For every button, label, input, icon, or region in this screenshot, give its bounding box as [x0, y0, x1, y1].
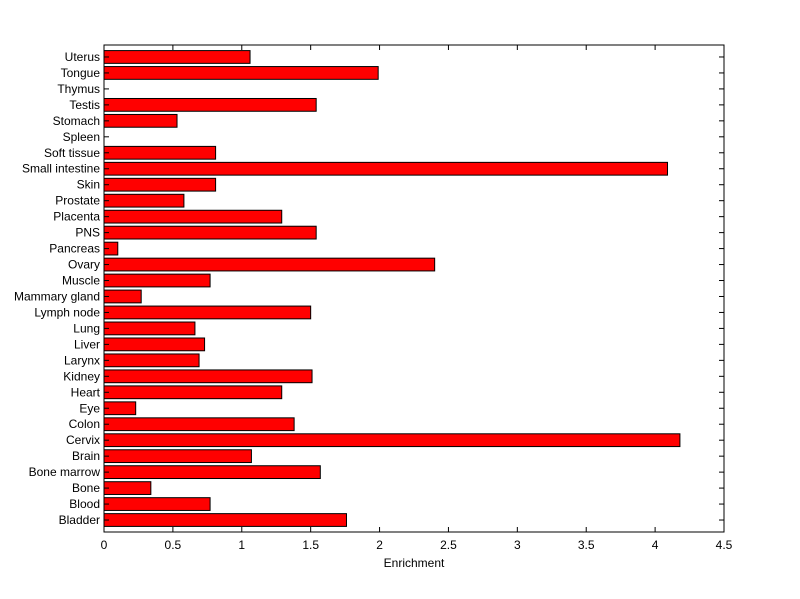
x-tick-label: 0	[101, 538, 108, 552]
bar-skin	[103, 177, 217, 192]
y-tick-label: Brain	[72, 449, 100, 463]
y-tick-label: Bone	[72, 481, 100, 495]
bar-muscle	[103, 273, 211, 288]
y-tick-label: Bladder	[59, 513, 100, 527]
bar-tongue	[103, 66, 379, 80]
y-tick-label: Ovary	[68, 258, 100, 272]
y-tick-label: Lung	[73, 321, 100, 335]
y-tick-label: Small intestine	[22, 162, 100, 176]
bar-bladder	[103, 513, 347, 527]
y-tick-label: Bone marrow	[29, 465, 101, 479]
x-tick-label: 3.5	[578, 538, 595, 552]
bar-prostate	[103, 193, 185, 208]
bar-cervix	[103, 433, 681, 448]
x-tick-label: 0.5	[165, 538, 182, 552]
y-tick-label: Testis	[69, 98, 100, 112]
x-axis-label: Enrichment	[384, 556, 445, 570]
y-tick-label: Cervix	[66, 433, 100, 447]
bar-liver	[103, 337, 206, 352]
y-tick-label: Lymph node	[34, 305, 100, 319]
y-tick-label: Larynx	[64, 353, 100, 367]
y-tick-label: Stomach	[53, 114, 100, 128]
y-ticks-group: Bladder Blood Bone Bone marrow Brain Cervix Co…	[14, 50, 724, 527]
y-tick-label: Skin	[77, 178, 100, 192]
x-tick-label: 1.5	[302, 538, 319, 552]
bar-brain	[103, 449, 252, 464]
bar-stomach	[103, 113, 178, 128]
bar-heart	[103, 385, 283, 400]
bar-bone	[103, 481, 152, 495]
y-tick-label: Blood	[69, 497, 100, 511]
x-tick-label: 4	[652, 538, 659, 552]
bar-pns	[103, 225, 317, 240]
bar-mammary-gland	[103, 289, 142, 304]
y-tick-label: Placenta	[53, 210, 100, 224]
bar-kidney	[103, 369, 313, 384]
bar-lymph-node	[103, 305, 312, 320]
x-tick-label: 1	[238, 538, 245, 552]
y-tick-label: Uterus	[65, 50, 100, 64]
y-tick-label: Pancreas	[49, 242, 100, 256]
y-tick-label: Muscle	[62, 274, 100, 288]
y-tick-label: Prostate	[55, 194, 100, 208]
bar-blood	[103, 497, 211, 511]
y-tick-label: Thymus	[57, 82, 100, 96]
y-tick-label: Mammary gland	[14, 289, 100, 303]
bar-placenta	[103, 209, 283, 224]
plot-frame	[103, 44, 725, 533]
x-tick-label: 3	[514, 538, 521, 552]
bar-small-intestine	[103, 161, 669, 176]
bar-lung	[103, 321, 196, 336]
bar-bone-marrow	[103, 465, 321, 480]
x-tick-label: 2	[376, 538, 383, 552]
bar-soft-tissue	[103, 145, 217, 160]
bar-colon	[103, 417, 295, 432]
y-tick-label: Kidney	[63, 369, 100, 383]
y-tick-label: Heart	[71, 385, 101, 399]
y-tick-label: Tongue	[61, 66, 101, 80]
bar-uterus	[103, 50, 251, 64]
bar-larynx	[103, 353, 200, 368]
x-tick-label: 2.5	[440, 538, 457, 552]
y-tick-label: Liver	[74, 337, 100, 351]
x-tick-label: 4.5	[716, 538, 733, 552]
y-tick-label: Eye	[79, 401, 100, 415]
bar-ovary	[103, 257, 436, 272]
y-tick-label: Spleen	[63, 130, 100, 144]
bar-testis	[103, 97, 317, 112]
x-ticks-group: 0 0.5 1 1.5 2 2.5 3 3.5 4 4.5	[101, 45, 733, 552]
y-tick-label: Colon	[69, 417, 100, 431]
y-tick-label: PNS	[75, 226, 100, 240]
y-tick-label: Soft tissue	[44, 146, 100, 160]
